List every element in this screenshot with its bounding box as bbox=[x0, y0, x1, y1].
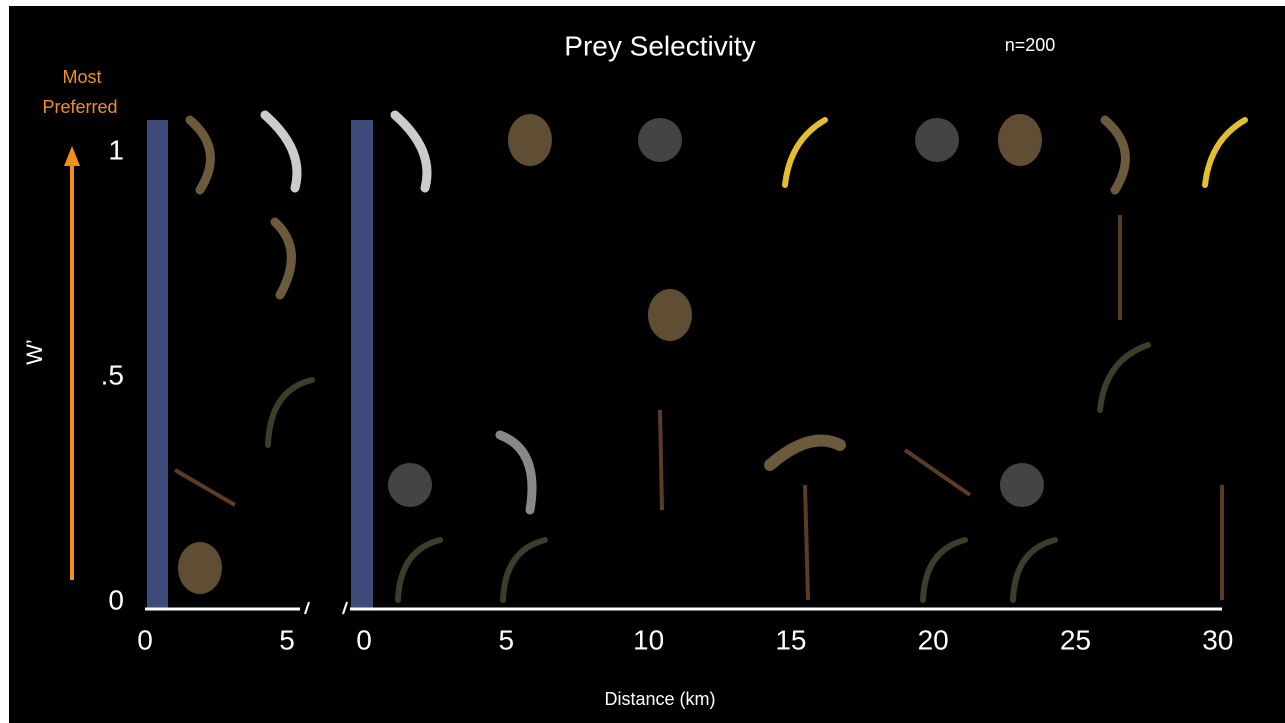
x-tick-label: 5 bbox=[499, 624, 515, 655]
y-axis-label: W’ bbox=[22, 339, 47, 365]
x-tick-label: 10 bbox=[633, 624, 664, 655]
annotation: Most bbox=[62, 67, 101, 87]
slide: Prey Selectivity n=200 Most Preferred W’… bbox=[0, 0, 1285, 723]
y-tick-label: 1 bbox=[108, 134, 124, 165]
annotation: Preferred bbox=[42, 97, 117, 117]
y-tick-label: 0 bbox=[108, 584, 124, 615]
x-tick-label: 0 bbox=[137, 624, 153, 655]
chart-title: Prey Selectivity bbox=[564, 30, 755, 61]
y-tick-label: .5 bbox=[101, 359, 124, 390]
bar bbox=[147, 120, 168, 608]
x-tick-label: 20 bbox=[918, 624, 949, 655]
page: Prey Selectivity n=200 Most Preferred W’… bbox=[0, 0, 1285, 723]
background bbox=[9, 6, 1285, 723]
x-tick-label: 0 bbox=[356, 624, 372, 655]
x-axis-label: Distance (km) bbox=[604, 689, 715, 709]
x-tick-label: 15 bbox=[775, 624, 806, 655]
sample-size: n=200 bbox=[1005, 35, 1056, 55]
x-tick-label: 5 bbox=[279, 624, 295, 655]
x-tick-label: 30 bbox=[1202, 624, 1233, 655]
bar bbox=[351, 120, 373, 608]
x-tick-label: 25 bbox=[1060, 624, 1091, 655]
